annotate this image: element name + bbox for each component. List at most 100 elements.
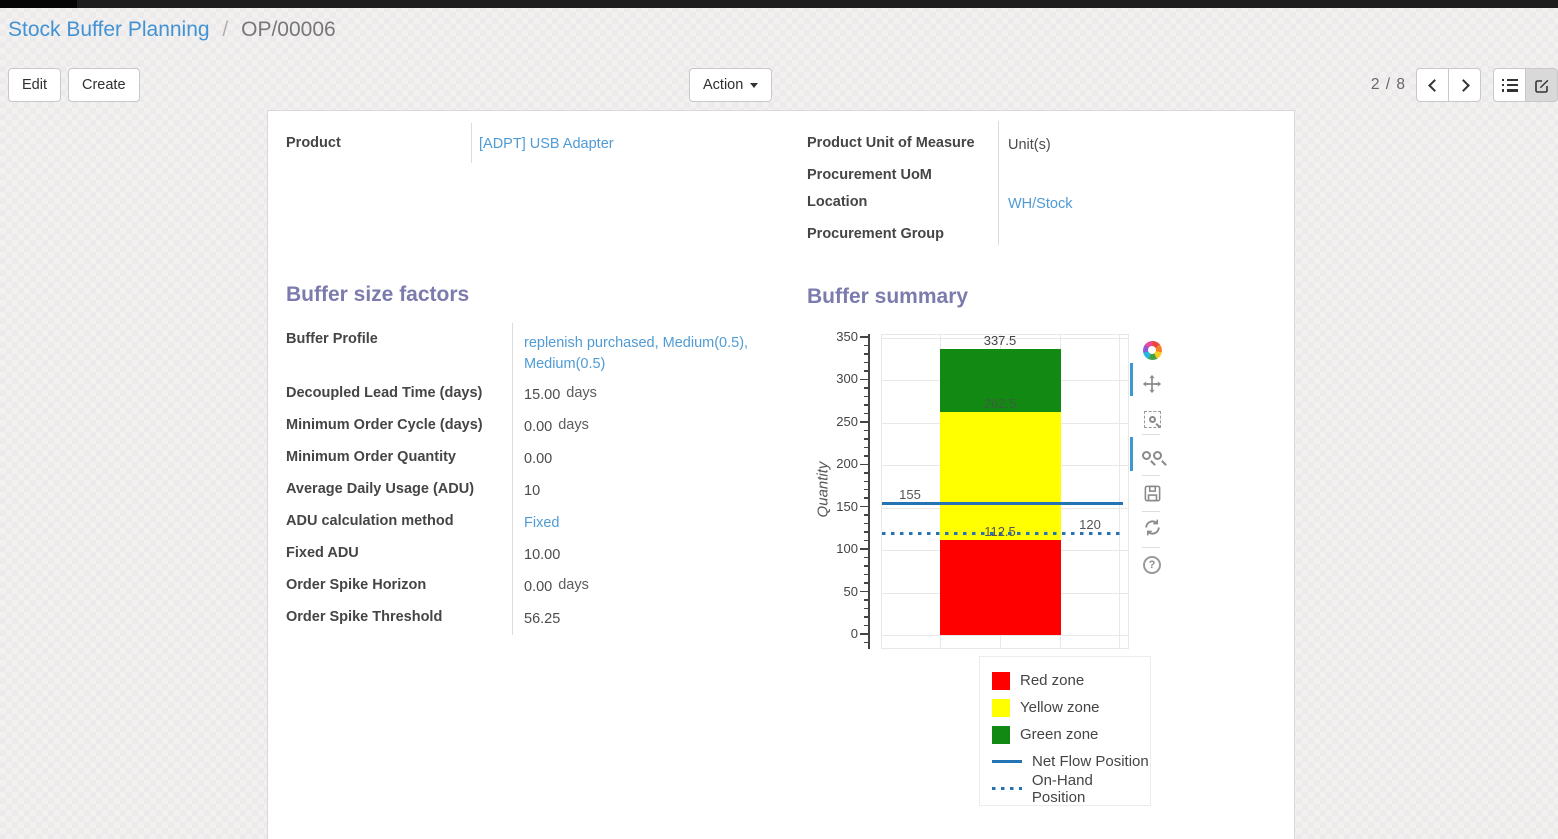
y-tick-major [860, 378, 868, 381]
y-tick-minor [864, 522, 868, 525]
spike-horizon-suffix: days [558, 577, 589, 593]
top-navbar [0, 0, 1558, 8]
field-separator [512, 323, 513, 635]
y-tick-minor [864, 344, 868, 347]
y-tick-label: 100 [836, 541, 858, 557]
pager-next-button[interactable] [1448, 68, 1481, 102]
y-tick-major [860, 505, 868, 508]
legend-item[interactable]: Net Flow Position [992, 748, 1150, 775]
pager-buttons [1416, 68, 1481, 102]
pager-counter: 2 / 8 [1370, 76, 1406, 93]
y-tick-minor [864, 607, 868, 610]
buffer-profile-link[interactable]: replenish purchased, Medium(0.5), Medium… [524, 335, 749, 373]
chart-annotation: 337.5 [983, 332, 1017, 348]
y-tick-label: 300 [836, 371, 858, 387]
adu-method-link[interactable]: Fixed [524, 515, 560, 531]
legend-label: Yellow zone [1020, 699, 1100, 716]
plotly-logo-icon[interactable] [1140, 338, 1164, 362]
field-label-procurement-group: Procurement Group [807, 226, 944, 242]
fixed-adu-value: 10.00 [524, 547, 561, 563]
y-tick-minor [864, 412, 868, 415]
min-order-cycle-value: 0.00 [524, 419, 553, 435]
y-tick-label: 200 [836, 456, 858, 472]
list-view-button[interactable] [1493, 68, 1526, 102]
modebar-active-indicator [1130, 363, 1133, 396]
y-tick-minor [864, 539, 868, 542]
yellow-square-swatch [992, 698, 1010, 717]
gridline-vertical [1119, 335, 1120, 648]
y-tick-minor [864, 514, 868, 516]
location-link[interactable]: WH/Stock [1008, 196, 1073, 212]
gridline-horizontal [882, 338, 1128, 339]
y-tick-label: 350 [836, 329, 858, 344]
legend-item[interactable]: Green zone [992, 721, 1150, 748]
y-tick-minor [864, 556, 868, 559]
pan-icon[interactable] [1140, 372, 1164, 396]
zoom-in-out-icon[interactable] [1140, 443, 1164, 467]
field-label-min-order-qty: Minimum Order Quantity [286, 449, 456, 465]
y-tick-minor [864, 480, 868, 482]
dlt-value: 15.00 [524, 387, 561, 403]
y-tick-minor [864, 438, 868, 440]
help-icon[interactable]: ? [1140, 553, 1164, 577]
chevron-left-icon [1427, 78, 1441, 92]
field-label-product: Product [286, 135, 341, 151]
field-label-fixed-adu: Fixed ADU [286, 545, 359, 561]
y-axis-line [868, 334, 870, 649]
legend-item[interactable]: Red zone [992, 667, 1150, 694]
min-order-qty-value: 0.00 [524, 451, 553, 467]
legend-item[interactable]: Yellow zone [992, 694, 1150, 721]
y-axis-title: Quantity [814, 461, 832, 518]
pager-previous-button[interactable] [1416, 68, 1449, 102]
y-tick-major [860, 590, 868, 593]
edit-button[interactable]: Edit [8, 68, 61, 102]
breadcrumb-parent-link[interactable]: Stock Buffer Planning [8, 18, 210, 41]
field-label-buffer-profile: Buffer Profile [286, 331, 378, 347]
field-label-procurement-uom: Procurement UoM [807, 167, 932, 183]
chevron-right-icon [1456, 78, 1470, 92]
on-hand-position-line [882, 531, 1123, 535]
breadcrumb: Stock Buffer Planning / OP/00006 [8, 18, 336, 42]
gridline-horizontal [882, 635, 1128, 636]
y-tick-minor [864, 387, 868, 389]
green-zone-bar [940, 348, 1061, 413]
y-tick-minor [864, 497, 868, 499]
modebar-separator [1142, 511, 1160, 512]
modebar-separator [1142, 547, 1160, 548]
form-view-button[interactable] [1525, 68, 1558, 102]
y-tick-minor [864, 446, 868, 449]
yellow-zone-bar [940, 412, 1061, 540]
legend-label: Net Flow Position [1032, 753, 1149, 770]
y-tick-minor [864, 582, 868, 584]
y-tick-minor [864, 429, 868, 432]
y-tick-major [860, 421, 868, 423]
y-tick-label: 50 [843, 583, 858, 599]
plot-area[interactable]: 337.5 262.5 112.5 155 120 [881, 332, 1129, 649]
y-tick-label: 250 [836, 413, 858, 429]
y-tick-minor [864, 565, 868, 567]
net-flow-position-line [882, 501, 1123, 505]
legend-item[interactable]: On-Hand Position [992, 772, 1150, 806]
field-label-product-uom: Product Unit of Measure [807, 135, 975, 151]
chart-annotation: 262.5 [983, 396, 1017, 412]
zoom-box-icon[interactable] [1140, 407, 1164, 431]
create-button[interactable]: Create [68, 68, 140, 102]
view-switcher [1493, 68, 1558, 102]
green-square-swatch [992, 725, 1010, 744]
pager-area: 2 / 8 [1371, 68, 1558, 102]
adu-value: 10 [524, 483, 541, 499]
y-tick-minor [864, 455, 868, 457]
legend-label: Red zone [1020, 672, 1085, 689]
save-icon[interactable] [1140, 481, 1164, 505]
reset-icon[interactable] [1140, 515, 1164, 539]
product-link[interactable]: [ADPT] USB Adapter [479, 136, 614, 152]
field-label-spike-horizon: Order Spike Horizon [286, 577, 427, 593]
y-tick-major [860, 633, 868, 635]
action-dropdown-button[interactable]: Action [689, 68, 773, 102]
y-tick-minor [864, 353, 868, 355]
legend-label: On-Hand Position [1031, 771, 1093, 806]
section-title-buffer-summary: Buffer summary [807, 285, 969, 308]
form-edit-icon [1534, 79, 1548, 93]
spike-threshold-value: 56.25 [524, 611, 561, 627]
